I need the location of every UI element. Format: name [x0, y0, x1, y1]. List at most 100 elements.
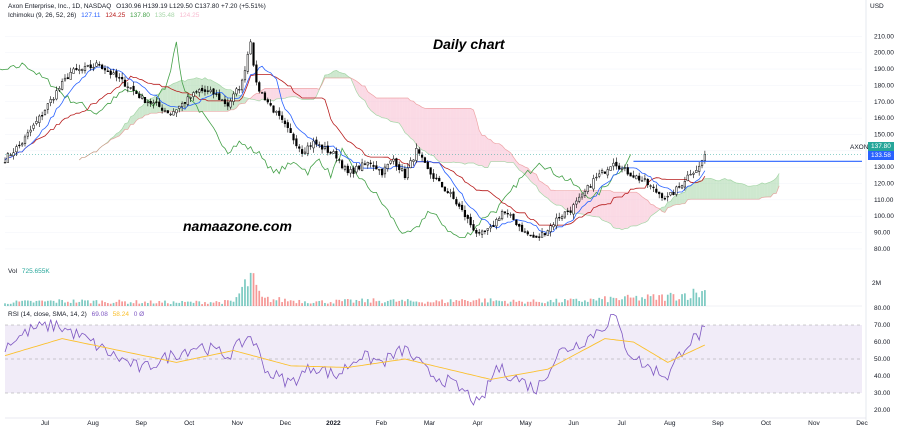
candle-body: [658, 191, 661, 195]
cloud-segment: [270, 88, 274, 102]
volume-bar: [98, 303, 101, 306]
candle-body: [626, 167, 629, 175]
volume-bar: [535, 301, 538, 306]
cloud-segment: [504, 148, 508, 163]
volume-bar: [455, 300, 458, 306]
rsi-value: 69.08: [91, 311, 108, 318]
volume-bar: [686, 299, 689, 306]
cloud-segment: [764, 182, 768, 198]
volume-bar: [346, 299, 349, 306]
candle-body: [106, 70, 109, 72]
cloud-segment: [173, 82, 177, 112]
rsi-tick-0: 20.00: [874, 407, 891, 414]
candle-body: [566, 210, 569, 213]
volume-bar: [655, 299, 658, 306]
price-tick-2: 100.00: [874, 213, 894, 220]
volume-bar: [538, 301, 541, 306]
cloud-segment: [470, 108, 474, 164]
ichimoku-label: Ichimoku (9, 26, 52, 26): [8, 12, 77, 19]
volume-bar: [58, 299, 61, 306]
cloud-segment: [559, 190, 563, 207]
volume-bar: [415, 301, 418, 306]
candle-body: [406, 167, 409, 179]
volume-bar: [429, 302, 432, 306]
volume-bar: [626, 294, 629, 306]
volume-bar: [192, 302, 195, 306]
volume-bar: [681, 294, 683, 306]
cloud-segment: [702, 178, 705, 200]
candle-body: [43, 109, 47, 115]
candle-body: [141, 95, 144, 99]
candle-body: [463, 209, 467, 218]
volume-bar: [35, 300, 38, 306]
candle-body: [360, 162, 364, 171]
volume-bar: [526, 301, 529, 306]
candle-body: [446, 191, 449, 193]
cloud-segment: [530, 171, 534, 184]
candle-body: [209, 89, 212, 92]
time-tick-5: Dec: [280, 420, 292, 427]
volume-bar: [498, 300, 501, 306]
volume-bar: [86, 300, 89, 306]
cloud-segment: [747, 186, 751, 200]
volume-bar: [518, 300, 521, 306]
candle-body: [229, 100, 232, 108]
candle-body: [55, 90, 58, 100]
cloud-segment: [704, 178, 708, 200]
ichimoku-value-2: 124.25: [105, 12, 126, 19]
cloud-segment: [422, 107, 425, 151]
candle-body: [649, 185, 652, 187]
candle-body: [155, 101, 158, 103]
candle-body: [89, 64, 92, 69]
volume-bar: [232, 301, 235, 306]
candle-body: [495, 219, 498, 227]
cloud-segment: [139, 106, 143, 119]
cloud-segment: [276, 88, 280, 100]
ichimoku-value-5: 124.25: [179, 12, 200, 19]
base-line: [4, 74, 706, 226]
candle-body: [169, 113, 172, 116]
volume-bar: [649, 296, 652, 306]
cloud-segment: [533, 172, 537, 186]
candle-body: [143, 97, 147, 103]
volume-bar: [224, 300, 226, 306]
volume-bar: [266, 296, 269, 306]
volume-bar: [118, 299, 121, 306]
candle-body: [86, 65, 89, 67]
volume-bar: [315, 301, 318, 306]
cloud-segment: [442, 108, 445, 163]
cloud-segment: [736, 182, 740, 200]
cloud-segment: [379, 98, 383, 118]
volume-bar: [278, 297, 281, 306]
volume-bar: [486, 302, 489, 306]
candle-body: [63, 77, 67, 81]
cloud-segment: [210, 79, 214, 112]
cloud-segment: [242, 96, 245, 104]
volume-bar: [501, 301, 503, 306]
candle-body: [289, 128, 292, 134]
cloud-segment: [439, 108, 443, 163]
candle-body: [103, 68, 107, 71]
cloud-segment: [590, 190, 594, 217]
cloud-segment: [382, 98, 385, 119]
volume-bar: [595, 300, 598, 306]
candle-body: [278, 110, 281, 116]
candle-body: [423, 157, 427, 163]
candle-body: [166, 110, 169, 114]
candle-body: [21, 143, 24, 146]
candle-body: [398, 164, 401, 170]
volume-bar: [646, 294, 649, 306]
cloud-segment: [427, 108, 431, 156]
cloud-segment: [490, 139, 494, 162]
candle-body: [23, 136, 27, 145]
cloud-segment: [287, 88, 291, 98]
cloud-segment: [767, 181, 771, 198]
cloud-segment: [184, 79, 188, 112]
cloud-segment: [164, 86, 168, 112]
candle-body: [15, 146, 18, 153]
cloud-segment: [333, 70, 337, 79]
volume-bar: [375, 301, 378, 306]
volume-bar: [632, 297, 635, 306]
candle-body: [369, 162, 372, 165]
volume-bar: [561, 302, 563, 306]
